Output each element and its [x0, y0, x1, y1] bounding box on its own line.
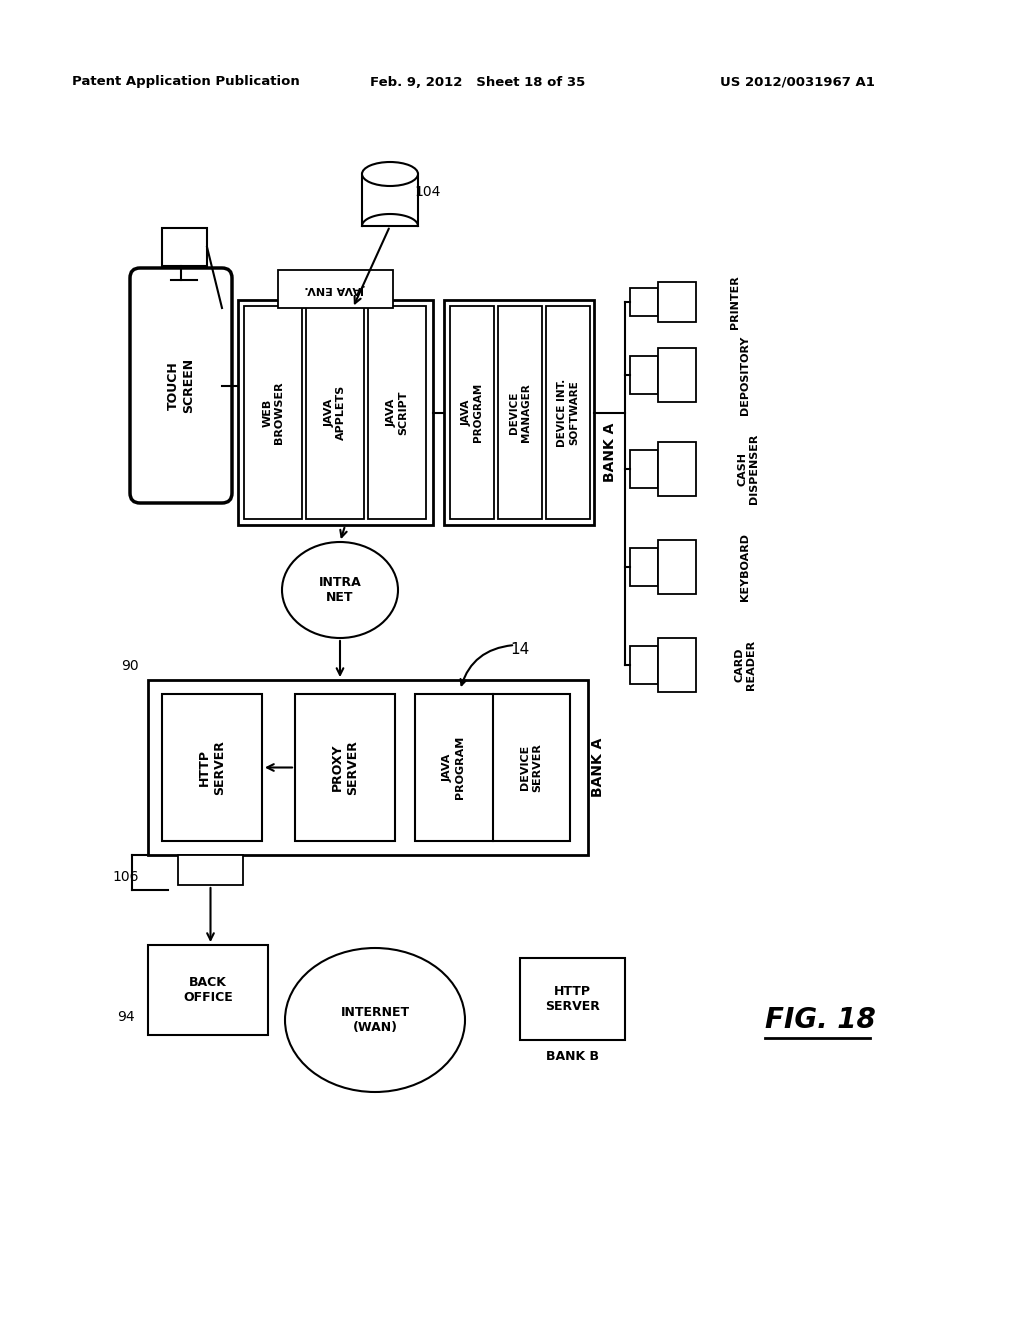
Text: PRINTER: PRINTER [730, 275, 740, 329]
Bar [162, 228, 207, 267]
Bar [630, 548, 658, 586]
Text: DEVICE
MANAGER: DEVICE MANAGER [509, 383, 530, 442]
Text: JAVA
PROGRAM: JAVA PROGRAM [461, 383, 482, 442]
Text: PROXY
SERVER: PROXY SERVER [331, 741, 359, 795]
Ellipse shape [282, 543, 398, 638]
Bar [658, 540, 696, 594]
Bar [415, 694, 570, 841]
FancyBboxPatch shape [130, 268, 232, 503]
Bar [546, 306, 590, 519]
Text: HTTP
SERVER: HTTP SERVER [198, 741, 226, 795]
Text: BANK A: BANK A [591, 738, 605, 797]
Text: 94: 94 [117, 1010, 135, 1024]
Bar [630, 356, 658, 393]
Bar [444, 300, 594, 525]
Text: FIG. 18: FIG. 18 [765, 1006, 876, 1034]
Text: 14: 14 [510, 643, 529, 657]
Text: HTTP
SERVER: HTTP SERVER [545, 985, 600, 1012]
Text: INTERNET
(WAN): INTERNET (WAN) [340, 1006, 410, 1034]
Text: BANK A: BANK A [603, 422, 617, 482]
Ellipse shape [285, 948, 465, 1092]
Text: WEB
BROWSER: WEB BROWSER [262, 381, 284, 444]
Bar [362, 174, 418, 226]
Bar [630, 450, 658, 488]
Text: DEVICE
SERVER: DEVICE SERVER [520, 743, 542, 792]
Bar [238, 300, 433, 525]
Bar [244, 306, 302, 519]
Text: US 2012/0031967 A1: US 2012/0031967 A1 [720, 75, 874, 88]
Bar [178, 855, 243, 884]
Bar [278, 271, 393, 308]
Text: CARD
READER: CARD READER [734, 640, 756, 690]
Bar [658, 442, 696, 496]
Bar [162, 694, 262, 841]
Text: JAVA
APPLETS: JAVA APPLETS [325, 385, 346, 440]
Bar [306, 306, 364, 519]
Bar [498, 306, 542, 519]
Text: 104: 104 [415, 185, 441, 199]
Text: JAVA
SCRIPT: JAVA SCRIPT [386, 391, 408, 434]
Ellipse shape [362, 162, 418, 186]
Text: 106: 106 [113, 870, 139, 884]
Text: JAVA
PROGRAM: JAVA PROGRAM [443, 735, 465, 799]
Text: KEYBOARD: KEYBOARD [740, 533, 750, 601]
Text: Patent Application Publication: Patent Application Publication [72, 75, 300, 88]
Bar [630, 645, 658, 684]
Text: CASH
DISPENSER: CASH DISPENSER [737, 434, 759, 504]
Bar [295, 694, 395, 841]
Text: 90: 90 [121, 659, 139, 673]
Bar [658, 282, 696, 322]
Text: BANK B: BANK B [546, 1049, 599, 1063]
Text: TOUCH
SCREEN: TOUCH SCREEN [167, 358, 195, 413]
Bar [630, 288, 658, 315]
Bar [520, 958, 625, 1040]
Text: DEVICE INT.
SOFTWARE: DEVICE INT. SOFTWARE [557, 379, 579, 446]
Text: INTRA
NET: INTRA NET [318, 576, 361, 605]
Bar [658, 638, 696, 692]
Text: Feb. 9, 2012   Sheet 18 of 35: Feb. 9, 2012 Sheet 18 of 35 [370, 75, 586, 88]
Bar [368, 306, 426, 519]
Text: DEPOSITORY: DEPOSITORY [740, 335, 750, 414]
Bar [450, 306, 494, 519]
Text: JAVA ENV.: JAVA ENV. [305, 284, 366, 294]
Text: BACK
OFFICE: BACK OFFICE [183, 975, 232, 1005]
Bar [148, 945, 268, 1035]
Bar [658, 348, 696, 403]
Bar [148, 680, 588, 855]
